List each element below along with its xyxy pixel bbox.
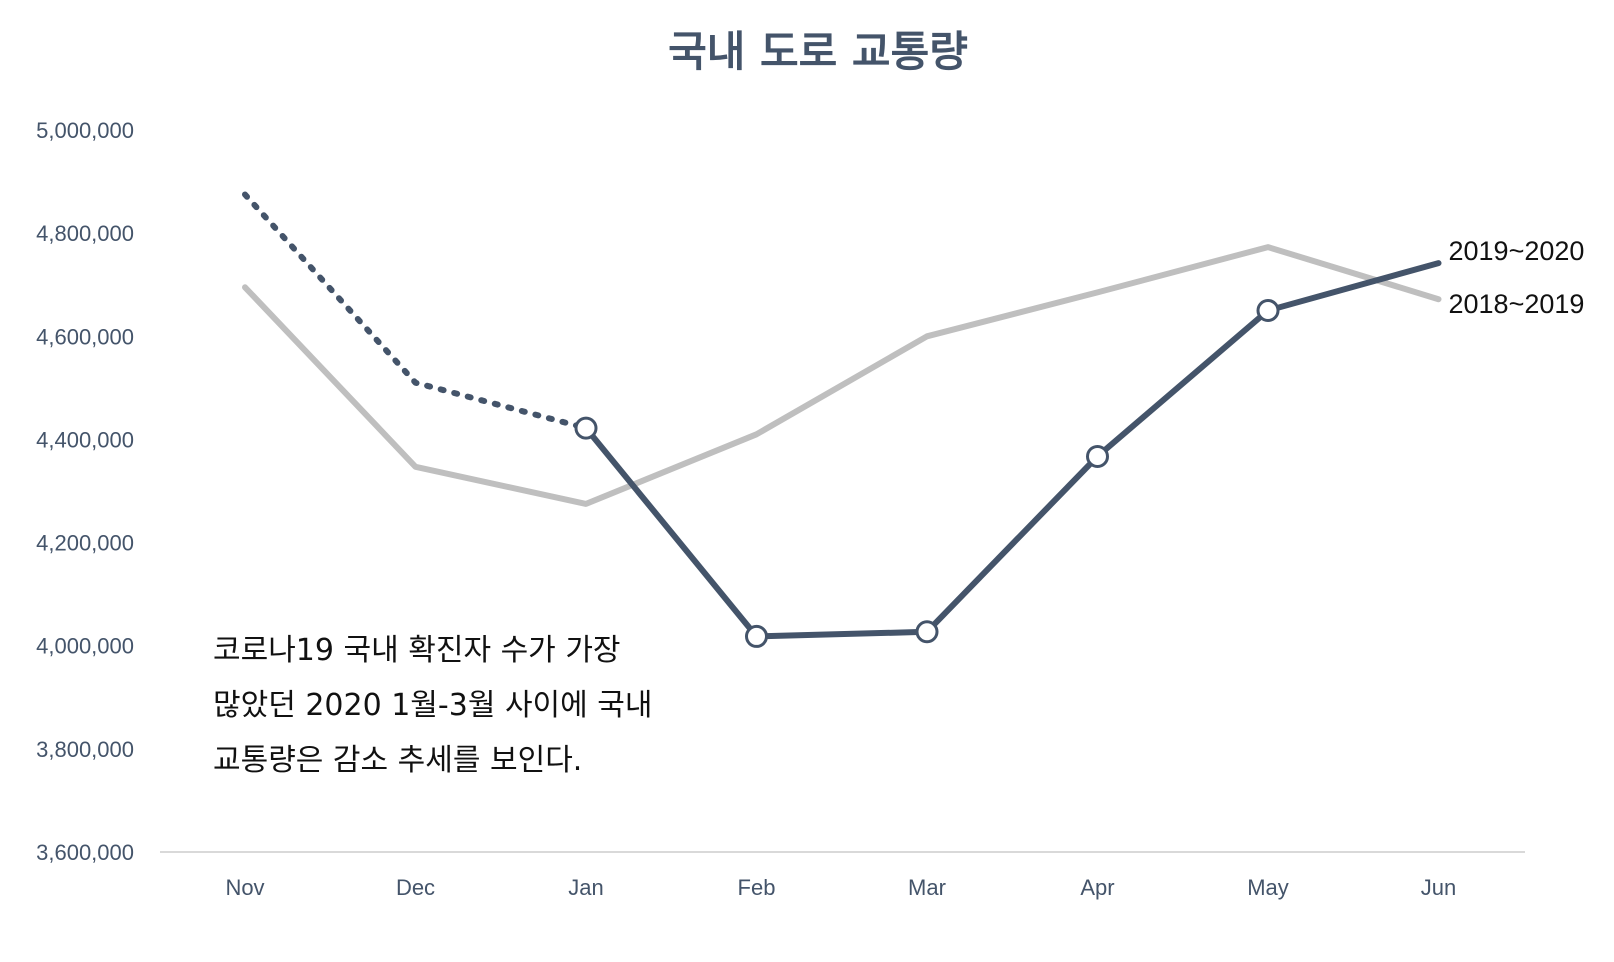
x-tick-label: May [1247, 875, 1289, 900]
data-point-marker [915, 620, 939, 644]
y-tick-label: 5,000,000 [36, 118, 134, 143]
data-point-marker [574, 416, 598, 440]
series-line [242, 244, 1442, 507]
series-label: 2018~2019 [1449, 289, 1585, 319]
data-point-marker [1256, 299, 1280, 322]
x-tick-label: Mar [908, 875, 946, 900]
x-tick-label: Jan [568, 875, 603, 900]
annotation-line: 많았던 2020 1월-3월 사이에 국내 [213, 688, 653, 723]
chart-title: 국내 도로 교통량 [668, 27, 968, 76]
y-axis: 3,600,000 3,800,000 4,000,000 4,200,000 4,40… [36, 118, 134, 865]
data-point-marker [745, 624, 768, 648]
y-tick-label: 4,800,000 [36, 221, 134, 246]
y-tick-label: 4,200,000 [36, 531, 134, 556]
x-tick-label: Dec [396, 875, 435, 900]
x-tick-label: Nov [225, 875, 264, 900]
x-axis: Nov Dec Jan Feb Mar Apr May Jun [225, 875, 1456, 900]
y-tick-label: 3,800,000 [36, 737, 134, 762]
x-tick-label: Jun [1421, 875, 1456, 900]
y-tick-label: 3,600,000 [36, 840, 134, 865]
annotation-line: 교통량은 감소 추세를 보인다. [213, 743, 582, 778]
y-tick-label: 4,600,000 [36, 324, 134, 349]
series-line [583, 260, 1442, 640]
series-line-dotted [242, 191, 589, 432]
x-tick-label: Feb [738, 875, 776, 900]
series-label: 2019~2020 [1449, 236, 1585, 266]
annotation-line: 코로나19 국내 확진자 수가 가장 [213, 633, 621, 668]
y-tick-label: 4,400,000 [36, 427, 134, 452]
y-tick-label: 4,000,000 [36, 634, 134, 659]
series-layer [242, 191, 1442, 648]
x-tick-label: Apr [1080, 875, 1114, 900]
data-point-marker [1086, 444, 1109, 468]
series-labels: 2018~2019 2019~2020 [1449, 236, 1585, 319]
